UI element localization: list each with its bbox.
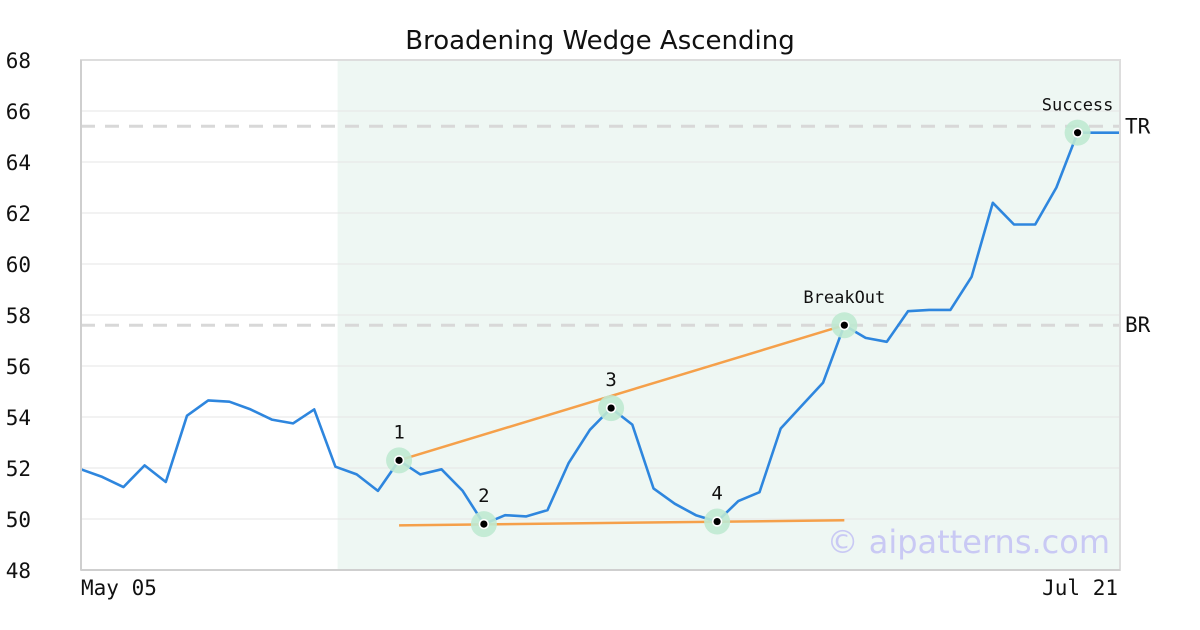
x-tick-label: Jul 21 bbox=[1042, 576, 1118, 600]
pattern-point-dot bbox=[480, 520, 488, 528]
watermark-layer: © aipatterns.com bbox=[827, 523, 1110, 561]
trend-line bbox=[398, 324, 845, 462]
reference-line-label: BR bbox=[1125, 313, 1151, 337]
pattern-point-label: 1 bbox=[393, 421, 404, 443]
pattern-point-dot bbox=[1073, 129, 1082, 137]
pattern-point-label: Success bbox=[1042, 96, 1114, 116]
y-tick-label: 52 bbox=[6, 457, 31, 481]
x-tick-label: May 05 bbox=[81, 576, 157, 600]
pattern-point-dot bbox=[395, 456, 403, 464]
pattern-point-label: BreakOut bbox=[803, 288, 885, 308]
watermark-text: © aipatterns.com bbox=[827, 523, 1110, 561]
series-layer bbox=[80, 131, 1120, 526]
markers-layer: 1 2 3 4 BreakOut Success bbox=[386, 96, 1114, 538]
y-tick-label: 54 bbox=[6, 406, 31, 430]
chart-title: Broadening Wedge Ascending bbox=[405, 26, 795, 56]
pattern-point-dot bbox=[607, 404, 615, 412]
y-tick-label: 60 bbox=[6, 253, 31, 277]
pattern-point-label: 4 bbox=[711, 483, 722, 505]
pattern-point-label: 3 bbox=[605, 369, 616, 391]
pattern-point-label: 2 bbox=[478, 485, 489, 507]
pattern-point-dot bbox=[713, 517, 721, 526]
price-series-line bbox=[80, 131, 1120, 526]
y-tick-label: 50 bbox=[6, 508, 31, 532]
y-tick-label: 66 bbox=[6, 100, 31, 124]
pattern-point-dot bbox=[840, 321, 848, 329]
y-tick-label: 48 bbox=[6, 559, 31, 583]
y-tick-label: 68 bbox=[6, 49, 31, 73]
y-tick-label: 58 bbox=[6, 304, 31, 328]
axes-layer: 48 50 52 54 56 58 60 62 64 66 68 May 05 Jul 21 bbox=[6, 49, 1121, 600]
y-tick-label: 64 bbox=[6, 151, 31, 175]
y-tick-label: 56 bbox=[6, 355, 31, 379]
y-tick-label: 62 bbox=[6, 202, 31, 226]
reference-lines-layer: TR BR bbox=[81, 114, 1151, 337]
reference-line-label: TR bbox=[1125, 114, 1151, 138]
